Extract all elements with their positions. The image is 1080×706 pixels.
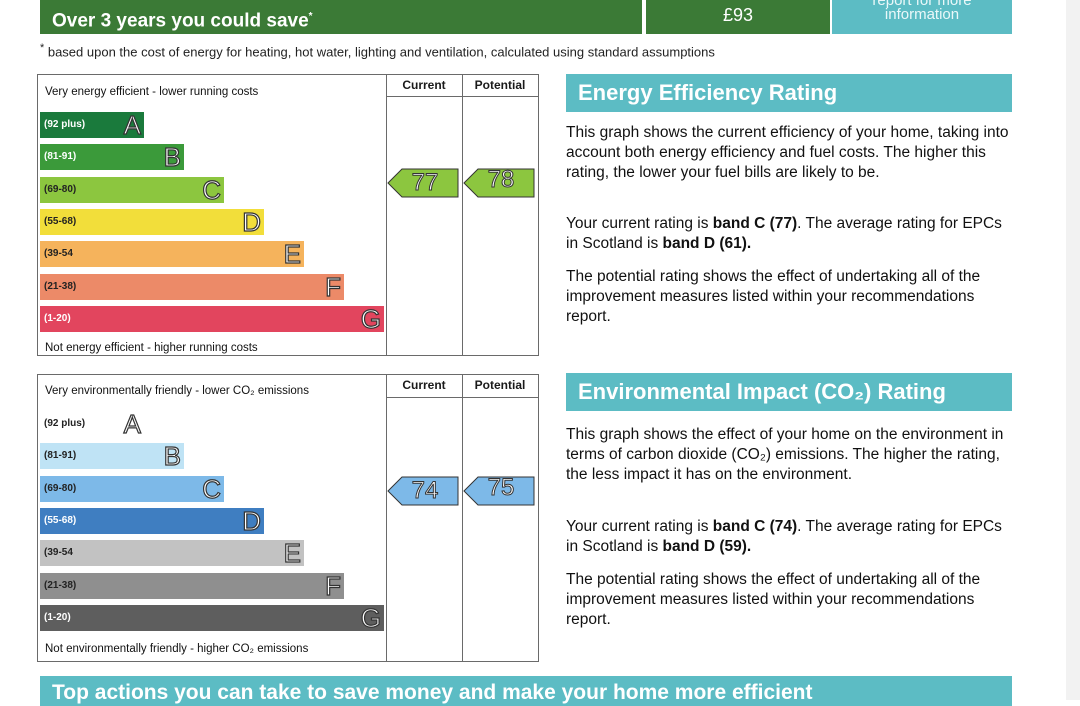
env-band-f: (21-38) F [40, 570, 344, 601]
energy-top-text: Very energy efficient - lower running co… [45, 86, 259, 98]
env-band-letter: B [163, 441, 182, 472]
energy-arrows [387, 168, 535, 198]
energy-band-range: (55-68) [44, 215, 77, 227]
energy-header-divider [386, 96, 538, 97]
env-para-3: The potential rating shows the effect of… [566, 571, 981, 628]
env-rating-chart [37, 374, 539, 662]
env-band-letter: F [325, 570, 342, 601]
env-heading: Environmental Impact (CO₂) Rating [566, 373, 1012, 411]
savings-value: £93 [646, 0, 830, 34]
energy-band-range: (92 plus) [44, 119, 86, 130]
energy-para-1: This graph shows the current efficiency … [566, 124, 1009, 181]
energy-para-2: Your current rating is band C (77). The … [566, 215, 1002, 252]
env-potential-value: 75 [487, 474, 515, 502]
env-potential-column [462, 374, 539, 662]
energy-band-range: (39-54 [44, 248, 73, 260]
energy-band-range: (69-80) [44, 183, 77, 195]
env-band-d: (55-68) D [40, 505, 264, 536]
energy-band-letter: D [242, 206, 262, 237]
env-band-a: (92 plus) A [40, 408, 144, 440]
savings-info-link[interactable]: report for more information [832, 0, 1012, 34]
energy-band-range: (21-38) [44, 280, 77, 292]
env-para-1: This graph shows the effect of your home… [566, 426, 1004, 483]
env-para-2: Your current rating is band C (74). The … [566, 518, 1002, 555]
page-edge [1066, 0, 1080, 700]
env-current-column [386, 374, 463, 662]
env-band-range: (21-38) [44, 579, 77, 591]
env-header-divider [386, 397, 538, 398]
env-band-g: (1-20) G [40, 602, 384, 633]
energy-potential-value: 78 [487, 166, 515, 194]
env-band-e: (39-54 E [40, 538, 304, 569]
energy-band-a: (92 plus) A [40, 109, 144, 141]
energy-band-letter: B [163, 142, 182, 173]
env-band-letter: E [283, 538, 302, 569]
env-current-value: 74 [411, 477, 439, 505]
env-current-header: Current [402, 378, 446, 392]
energy-potential-column [462, 74, 539, 356]
energy-band-f: (21-38) F [40, 271, 344, 302]
env-band-range: (39-54 [44, 547, 73, 559]
env-band-range: (1-20) [44, 611, 71, 623]
energy-band-c: (69-80) C [40, 174, 224, 205]
env-band-c: (69-80) C [40, 473, 224, 504]
env-band-range: (55-68) [44, 514, 77, 526]
env-potential-header: Potential [474, 378, 526, 392]
env-band-letter: C [202, 473, 222, 504]
energy-band-letter: G [360, 303, 381, 334]
energy-current-value: 77 [411, 169, 439, 197]
savings-footnote: * based upon the cost of energy for heat… [40, 42, 715, 60]
energy-band-b: (81-91) B [40, 142, 184, 173]
energy-band-range: (1-20) [44, 312, 71, 324]
energy-band-e: (39-54 E [40, 239, 304, 270]
env-current-arrow [387, 476, 459, 506]
env-band-letter: G [360, 602, 381, 633]
energy-current-header: Current [402, 78, 446, 92]
env-band-letter: A [123, 408, 142, 439]
energy-para-3: The potential rating shows the effect of… [566, 268, 981, 325]
env-bottom-text: Not environmentally friendly - higher CO… [45, 643, 309, 655]
energy-band-d: (55-68) D [40, 206, 264, 237]
energy-band-letter: C [202, 174, 222, 205]
energy-current-column [386, 74, 463, 356]
energy-band-letter: A [123, 109, 142, 140]
env-band-b: (81-91) B [40, 441, 184, 472]
env-band-range: (69-80) [44, 482, 77, 494]
env-top-text: Very environmentally friendly - lower CO… [45, 385, 309, 397]
env-band-range: (81-91) [44, 450, 77, 462]
energy-band-g: (1-20) G [40, 303, 384, 334]
env-arrows [387, 476, 535, 506]
energy-bottom-text: Not energy efficient - higher running co… [45, 342, 258, 354]
env-band-letter: D [242, 505, 262, 536]
energy-band-letter: F [325, 271, 342, 302]
energy-band-range: (81-91) [44, 151, 77, 163]
energy-potential-arrow [463, 168, 535, 198]
env-potential-arrow [463, 476, 535, 506]
savings-label: Over 3 years you could save* [40, 0, 642, 34]
energy-band-letter: E [283, 239, 302, 270]
env-band-range: (92 plus) [44, 418, 86, 429]
energy-heading: Energy Efficiency Rating [566, 74, 1012, 112]
top-actions-banner: Top actions you can take to save money a… [40, 676, 1012, 706]
energy-current-arrow [387, 168, 459, 198]
energy-rating-chart [37, 74, 539, 356]
energy-potential-header: Potential [474, 78, 526, 92]
